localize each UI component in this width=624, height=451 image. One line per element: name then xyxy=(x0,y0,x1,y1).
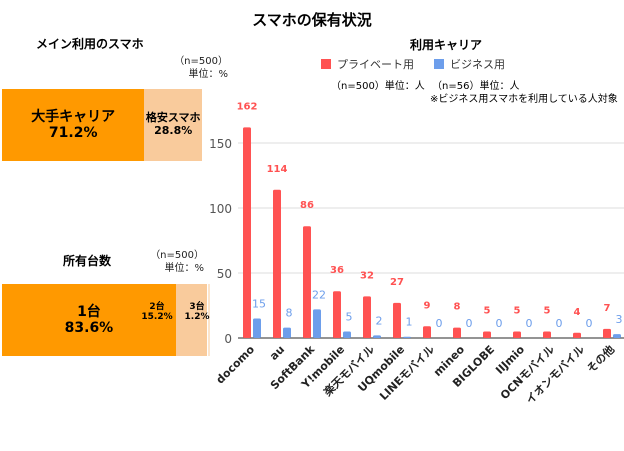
main-phone-n: （n=500） xyxy=(174,56,228,67)
bar-private xyxy=(423,326,431,338)
data-label: 32 xyxy=(360,270,374,281)
bar-private xyxy=(393,302,401,338)
bar-private xyxy=(363,296,371,338)
data-label: 9 xyxy=(424,300,431,311)
data-label: 0 xyxy=(526,317,533,330)
segment-budget-phone: 格安スマホ 28.8% xyxy=(144,89,202,161)
data-label: 0 xyxy=(586,317,593,330)
bar-private xyxy=(603,328,611,338)
x-tick-label: docomo xyxy=(214,343,258,387)
data-label: 0 xyxy=(466,317,473,330)
data-label: 5 xyxy=(346,311,353,324)
bar-private xyxy=(303,226,311,338)
bar-private xyxy=(453,327,461,338)
data-label: 3 xyxy=(616,313,623,326)
bar-private xyxy=(573,332,581,338)
bar-private xyxy=(543,331,551,338)
data-label: 0 xyxy=(496,317,503,330)
y-tick-label: 0 xyxy=(224,332,232,346)
devices-bar: 1台 83.6% 2台 15.2% 3台 1.2% xyxy=(2,284,210,356)
legend: プライベート用 ビジネス用 xyxy=(321,56,505,72)
segment-three-devices xyxy=(207,284,210,356)
data-label: 15 xyxy=(252,298,266,311)
x-tick-label: au xyxy=(267,343,287,363)
segment-label: 1台 xyxy=(77,303,101,320)
three-devices-label: 3台 1.2% xyxy=(182,302,212,323)
y-tick-label: 50 xyxy=(217,267,232,281)
segment-major-carrier: 大手キャリア 71.2% xyxy=(2,89,145,161)
note-private: （n=500）単位：人 xyxy=(331,81,425,92)
segment-value: 83.6% xyxy=(64,320,114,336)
data-label: 5 xyxy=(514,306,521,317)
data-label: 22 xyxy=(312,288,326,301)
segment-label: 3台 xyxy=(189,302,205,312)
data-label: 114 xyxy=(267,164,288,175)
data-label: 1 xyxy=(406,316,413,329)
data-label: 86 xyxy=(300,200,314,211)
legend-label-business: ビジネス用 xyxy=(450,58,505,71)
segment-value: 71.2% xyxy=(48,125,98,141)
segment-label: 2台 xyxy=(149,302,165,312)
y-tick-label: 100 xyxy=(209,202,232,216)
note-business: （n=56）単位：人 xyxy=(432,81,520,92)
data-label: 4 xyxy=(574,307,581,318)
devices-n: （n=500） xyxy=(150,250,204,261)
segment-one-device: 1台 83.6% xyxy=(2,284,176,356)
data-label: 27 xyxy=(390,277,404,288)
data-label: 5 xyxy=(544,306,551,317)
segment-value: 15.2% xyxy=(141,312,173,323)
bar-business xyxy=(343,331,351,338)
data-label: 8 xyxy=(286,307,293,320)
data-label: 162 xyxy=(237,101,258,112)
bar-private xyxy=(333,291,341,338)
bar-private xyxy=(273,189,281,338)
x-tick-label: その他 xyxy=(584,342,617,375)
y-tick-label: 150 xyxy=(209,137,232,151)
main-phone-unit: 単位：% xyxy=(188,69,228,80)
bar-business xyxy=(373,335,381,338)
data-label: 8 xyxy=(454,302,461,313)
main-phone-title: メイン利用のスマホ xyxy=(36,37,144,51)
segment-two-devices xyxy=(175,284,208,356)
page-title: スマホの保有状況 xyxy=(252,11,372,29)
bar-business xyxy=(613,334,621,338)
legend-label-private: プライベート用 xyxy=(337,58,414,71)
data-label: 7 xyxy=(604,303,611,314)
segment-value: 1.2% xyxy=(184,312,210,323)
data-label: 36 xyxy=(330,265,344,276)
bar-private xyxy=(513,331,521,338)
segment-label: 格安スマホ xyxy=(145,111,201,125)
segment-label: 大手キャリア xyxy=(31,108,116,125)
bar-business xyxy=(313,309,321,338)
legend-swatch-private xyxy=(321,59,331,69)
devices-title: 所有台数 xyxy=(63,254,112,268)
bar-private xyxy=(483,331,491,338)
main-phone-bar: 大手キャリア 71.2% 格安スマホ 28.8% xyxy=(2,89,202,161)
bar-business xyxy=(253,318,261,338)
bar-business xyxy=(403,336,411,338)
two-devices-label: 2台 15.2% xyxy=(137,302,177,323)
bar-private xyxy=(243,127,251,339)
legend-swatch-business xyxy=(434,59,444,69)
chart-title: 利用キャリア xyxy=(410,38,483,52)
x-tick-label: 楽天モバイル xyxy=(320,342,377,399)
data-label: 5 xyxy=(484,306,491,317)
data-label: 0 xyxy=(436,317,443,330)
note-business-target: ※ビジネス用スマホを利用している人対象 xyxy=(430,94,618,105)
segment-value: 28.8% xyxy=(154,124,193,137)
devices-unit: 単位：% xyxy=(164,263,204,274)
data-label: 0 xyxy=(556,317,563,330)
bar-business xyxy=(283,327,291,338)
data-label: 2 xyxy=(376,314,383,327)
